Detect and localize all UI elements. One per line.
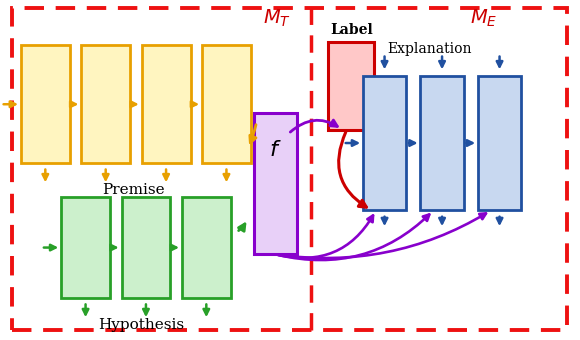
FancyBboxPatch shape <box>420 75 463 210</box>
FancyBboxPatch shape <box>182 197 231 298</box>
FancyBboxPatch shape <box>61 197 110 298</box>
FancyBboxPatch shape <box>142 45 190 163</box>
Text: Premise: Premise <box>102 183 164 197</box>
Text: $M_T$: $M_T$ <box>263 7 291 29</box>
Text: $f$: $f$ <box>269 139 282 161</box>
FancyBboxPatch shape <box>121 197 171 298</box>
FancyBboxPatch shape <box>21 45 70 163</box>
FancyBboxPatch shape <box>202 45 251 163</box>
FancyBboxPatch shape <box>363 75 406 210</box>
FancyBboxPatch shape <box>81 45 130 163</box>
Text: $M_E$: $M_E$ <box>470 7 498 29</box>
FancyBboxPatch shape <box>478 75 521 210</box>
Text: Explanation: Explanation <box>387 41 472 56</box>
FancyBboxPatch shape <box>254 113 297 254</box>
Text: Hypothesis: Hypothesis <box>99 318 184 332</box>
Text: Label: Label <box>330 23 373 37</box>
FancyBboxPatch shape <box>328 42 375 130</box>
